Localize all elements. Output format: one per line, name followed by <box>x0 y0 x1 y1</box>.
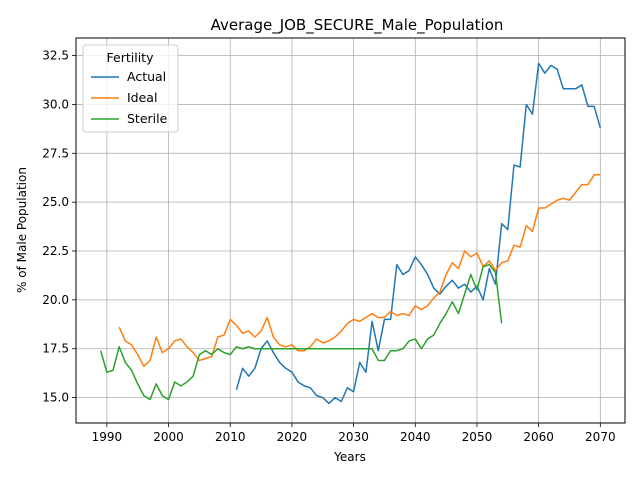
y-tick-label: 25.0 <box>42 195 69 209</box>
legend-title: Fertility <box>107 50 155 65</box>
x-tick-label: 2010 <box>215 430 246 444</box>
series-line-actual <box>235 62 602 405</box>
x-tick-label: 2060 <box>523 430 554 444</box>
series-layer <box>99 62 602 405</box>
x-tick-label: 2000 <box>153 430 184 444</box>
x-tick-label: 2030 <box>338 430 369 444</box>
y-axis-label: % of Male Population <box>15 167 29 293</box>
legend-label-sterile: Sterile <box>127 111 168 126</box>
y-tick-label: 15.0 <box>42 391 69 405</box>
y-tick-label: 22.5 <box>42 244 69 258</box>
legend-label-ideal: Ideal <box>127 90 157 105</box>
y-axis: 15.0 17.5 20.0 22.5 25.0 27.5 30.0 32.5 <box>42 49 76 405</box>
y-tick-label: 30.0 <box>42 97 69 111</box>
x-tick-label: 1990 <box>92 430 123 444</box>
legend-box <box>82 44 179 133</box>
x-tick-label: 2040 <box>400 430 431 444</box>
plot-frame <box>75 37 626 424</box>
y-tick-label: 27.5 <box>42 146 69 160</box>
x-axis: 1990 2000 2010 2020 2030 2040 2050 2060 2070 <box>92 423 616 444</box>
y-tick-label: 17.5 <box>42 342 69 356</box>
legend-label-actual: Actual <box>127 69 166 84</box>
x-tick-label: 2020 <box>277 430 308 444</box>
legend: Fertility Actual Ideal Sterile <box>82 44 179 133</box>
x-axis-label: Years <box>333 450 366 464</box>
series-line-ideal <box>118 174 601 368</box>
series-line-sterile <box>99 263 503 401</box>
chart-title: Average_JOB_SECURE_Male_Population <box>211 16 504 35</box>
y-tick-label: 20.0 <box>42 293 69 307</box>
y-tick-label: 32.5 <box>42 49 69 63</box>
x-tick-label: 2070 <box>585 430 616 444</box>
x-tick-label: 2050 <box>462 430 493 444</box>
